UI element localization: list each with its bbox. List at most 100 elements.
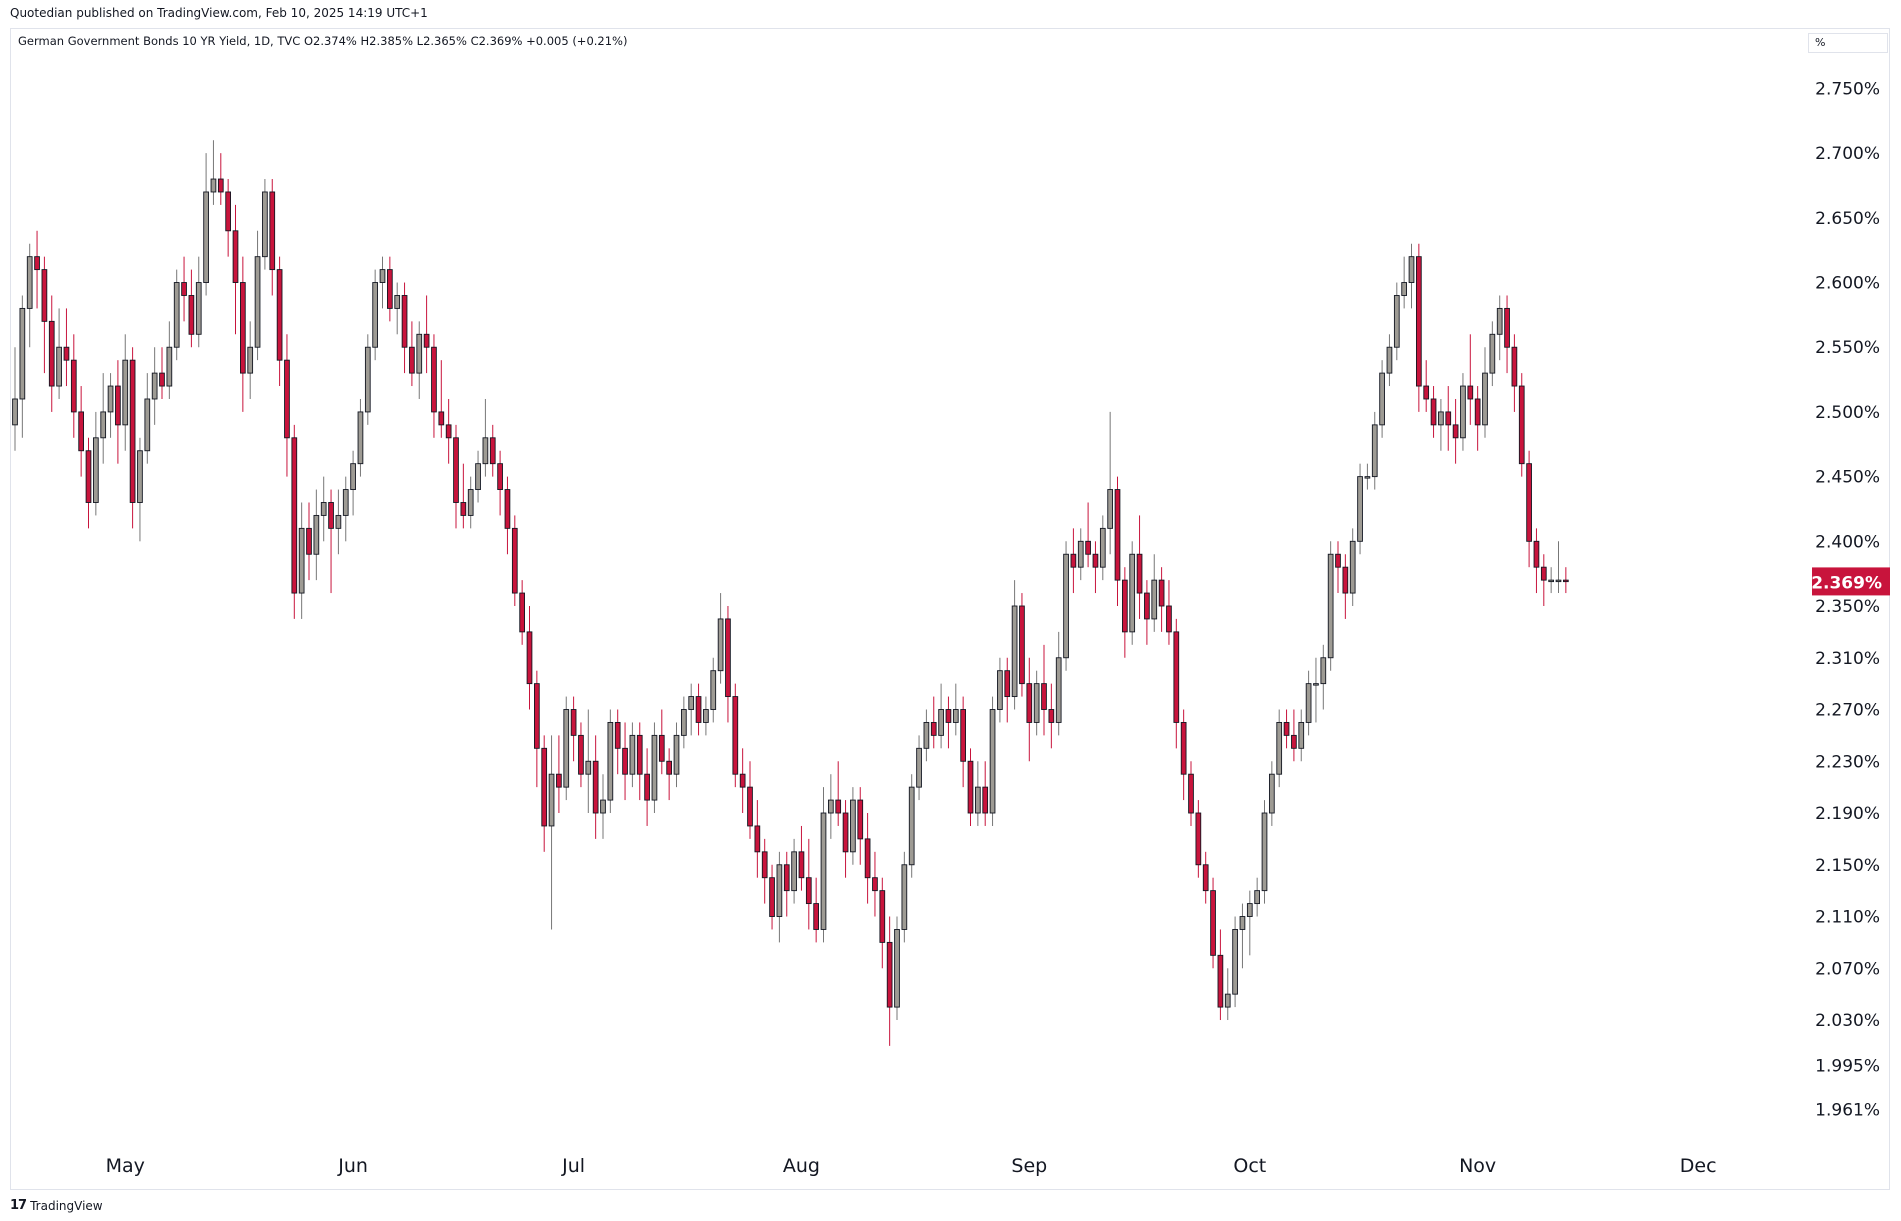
candle bbox=[1349, 528, 1356, 606]
candle bbox=[26, 243, 33, 348]
candle-body bbox=[92, 437, 99, 503]
candle bbox=[688, 683, 695, 736]
candle bbox=[1180, 709, 1187, 801]
candle-body bbox=[151, 372, 158, 400]
candle bbox=[1092, 541, 1099, 594]
candle-body bbox=[137, 450, 143, 503]
candle bbox=[217, 153, 224, 205]
candle bbox=[34, 230, 40, 309]
candle bbox=[107, 373, 114, 438]
candle-body bbox=[1283, 721, 1290, 736]
candle-body bbox=[563, 709, 570, 788]
last-price-label: 2.369% bbox=[1811, 573, 1882, 593]
candle bbox=[747, 761, 753, 839]
candle-body bbox=[930, 721, 937, 736]
candle bbox=[578, 722, 584, 788]
candle bbox=[1055, 631, 1062, 736]
candle bbox=[409, 321, 415, 387]
candle-body bbox=[585, 760, 592, 775]
candle-body bbox=[1555, 579, 1562, 583]
candle bbox=[857, 787, 864, 865]
candle bbox=[1364, 463, 1371, 490]
footer: 17 TradingView bbox=[10, 1198, 103, 1213]
candle-body bbox=[1430, 398, 1437, 426]
candle bbox=[901, 851, 908, 943]
candle bbox=[541, 735, 548, 852]
y-tick-label: 2.310% bbox=[1815, 649, 1880, 669]
y-tick-label: 2.230% bbox=[1815, 752, 1880, 772]
candle-body bbox=[401, 295, 408, 348]
candle bbox=[1136, 515, 1143, 619]
candle-body bbox=[48, 320, 55, 387]
candle bbox=[923, 709, 930, 762]
candle bbox=[732, 683, 739, 788]
candle-body bbox=[1320, 657, 1327, 685]
candle bbox=[1144, 580, 1150, 645]
candle-body bbox=[489, 437, 496, 465]
candle-body bbox=[511, 527, 518, 594]
candle bbox=[607, 709, 614, 814]
candle bbox=[1232, 916, 1238, 1008]
candle-body bbox=[19, 307, 26, 400]
candle bbox=[1283, 709, 1290, 749]
candle bbox=[1011, 580, 1018, 710]
candle bbox=[1357, 463, 1363, 555]
candle bbox=[1107, 411, 1114, 555]
candle bbox=[387, 256, 393, 322]
candle-body bbox=[313, 514, 320, 555]
tradingview-logo-icon: 17 bbox=[10, 1198, 27, 1213]
candle bbox=[776, 851, 783, 943]
candle-body bbox=[636, 734, 643, 775]
candle-body bbox=[600, 799, 606, 814]
y-tick-label: 2.070% bbox=[1815, 959, 1880, 979]
candle bbox=[497, 450, 503, 516]
candle-body bbox=[1371, 424, 1378, 478]
published-line: Quotedian published on TradingView.com, … bbox=[10, 6, 428, 20]
candle bbox=[225, 179, 232, 257]
candle-body bbox=[791, 851, 797, 892]
candle bbox=[41, 256, 48, 374]
candle bbox=[1445, 386, 1452, 451]
price-scale-unit-button[interactable]: % bbox=[1808, 33, 1888, 53]
candle-body bbox=[717, 618, 724, 672]
candle-body bbox=[1210, 890, 1216, 956]
candle-body bbox=[173, 282, 180, 348]
candle bbox=[805, 838, 812, 930]
candle bbox=[1239, 903, 1246, 969]
y-tick-label: 2.400% bbox=[1815, 532, 1880, 552]
candle-body bbox=[409, 346, 415, 374]
candle-body bbox=[1526, 463, 1532, 542]
candle-body bbox=[115, 385, 121, 426]
candle-body bbox=[1467, 385, 1474, 400]
candle bbox=[798, 825, 805, 891]
candle-body bbox=[379, 269, 386, 283]
candle bbox=[1415, 243, 1422, 412]
candle-body bbox=[1254, 890, 1261, 905]
candle bbox=[1467, 334, 1474, 425]
candle-body bbox=[416, 333, 423, 374]
candle bbox=[1438, 398, 1444, 451]
candle-body bbox=[864, 838, 871, 879]
candle bbox=[1320, 644, 1327, 710]
candle-body bbox=[1195, 812, 1202, 866]
candle bbox=[1041, 644, 1047, 736]
candle bbox=[239, 256, 246, 412]
candle bbox=[835, 761, 842, 826]
candle-body bbox=[747, 786, 753, 827]
candle bbox=[1195, 800, 1202, 878]
candle bbox=[813, 877, 820, 943]
candle-body bbox=[1202, 864, 1209, 892]
candle bbox=[1401, 256, 1408, 309]
candle-body bbox=[276, 269, 283, 361]
candle-body bbox=[857, 799, 864, 840]
candle bbox=[1121, 567, 1128, 658]
candle bbox=[1335, 541, 1341, 594]
y-tick-label: 1.961% bbox=[1815, 1100, 1880, 1120]
candle-body bbox=[1313, 683, 1319, 686]
candle-body bbox=[1386, 346, 1393, 374]
candle bbox=[526, 605, 533, 710]
candle bbox=[335, 489, 342, 555]
candle-body bbox=[445, 424, 452, 439]
candle-body bbox=[342, 489, 349, 516]
